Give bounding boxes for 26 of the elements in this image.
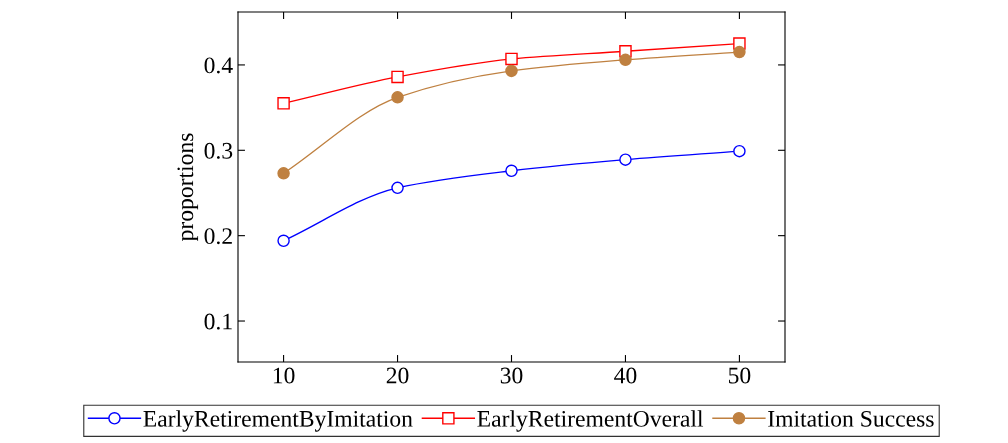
legend-label: Imitation Success xyxy=(768,410,934,427)
y-axis-title: proportions xyxy=(177,133,199,242)
point xyxy=(391,91,404,104)
x-tick-label: 30 xyxy=(500,367,523,384)
point xyxy=(277,167,290,180)
y-tick-label: 0.2 xyxy=(204,228,232,245)
point xyxy=(619,53,632,67)
x-tick-label: 40 xyxy=(614,367,637,384)
legend-label: EarlyRetirementOverall xyxy=(477,410,704,432)
x-tick-label: 20 xyxy=(386,367,409,384)
point xyxy=(505,164,518,178)
point xyxy=(733,144,746,158)
point xyxy=(391,70,404,84)
point xyxy=(277,97,290,110)
x-tick-label: 10 xyxy=(273,367,295,384)
point xyxy=(619,153,632,166)
point xyxy=(505,64,518,78)
y-tick-label: 0.1 xyxy=(204,313,232,330)
point xyxy=(733,45,746,59)
y-tick-label: 0.3 xyxy=(204,142,233,159)
point xyxy=(277,234,290,248)
point xyxy=(505,52,518,66)
y-tick-label: 0.4 xyxy=(204,57,233,74)
x-tick-label: 50 xyxy=(728,367,751,384)
point xyxy=(391,181,404,195)
legend-label: EarlyRetirementByImitation xyxy=(143,410,413,432)
